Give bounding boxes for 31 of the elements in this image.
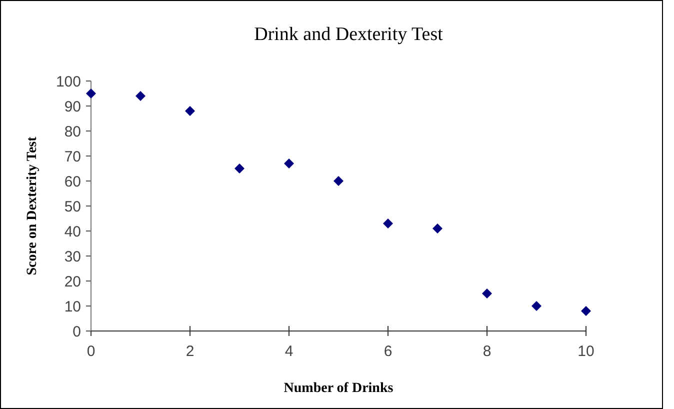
point <box>136 91 146 101</box>
y-tick-label: 70 <box>64 148 81 166</box>
y-tick-label: 60 <box>64 173 81 190</box>
point <box>234 164 244 174</box>
x-tick-label: 4 <box>284 343 294 360</box>
x-tick-label: 0 <box>86 343 96 360</box>
point <box>532 301 542 311</box>
chart-title: Drink and Dexterity Test <box>254 24 444 45</box>
y-tick-label: 10 <box>64 298 81 316</box>
point <box>334 176 344 186</box>
y-tick-label: 50 <box>64 198 81 216</box>
y-tick-label: 0 <box>72 323 81 340</box>
y-tick-label: 30 <box>64 248 81 266</box>
y-tick-label: 80 <box>64 123 81 140</box>
x-axis-title: Number of Drinks <box>284 381 394 396</box>
point <box>581 306 591 316</box>
x-tick-label: 10 <box>578 343 594 360</box>
y-axis-title: Score on Dexterity Test <box>25 136 40 276</box>
y-tick-label: 100 <box>56 73 81 90</box>
x-tick-label: 2 <box>186 343 194 360</box>
point <box>284 158 294 168</box>
point <box>482 288 492 298</box>
point <box>432 224 442 234</box>
y-tick-label: 90 <box>64 98 81 116</box>
y-tick-label: 40 <box>64 223 81 240</box>
x-tick-label: 6 <box>384 343 392 360</box>
point <box>86 88 96 98</box>
point <box>383 218 393 228</box>
x-tick-label: 8 <box>482 343 492 360</box>
point <box>185 106 195 116</box>
y-tick-label: 20 <box>64 273 81 290</box>
